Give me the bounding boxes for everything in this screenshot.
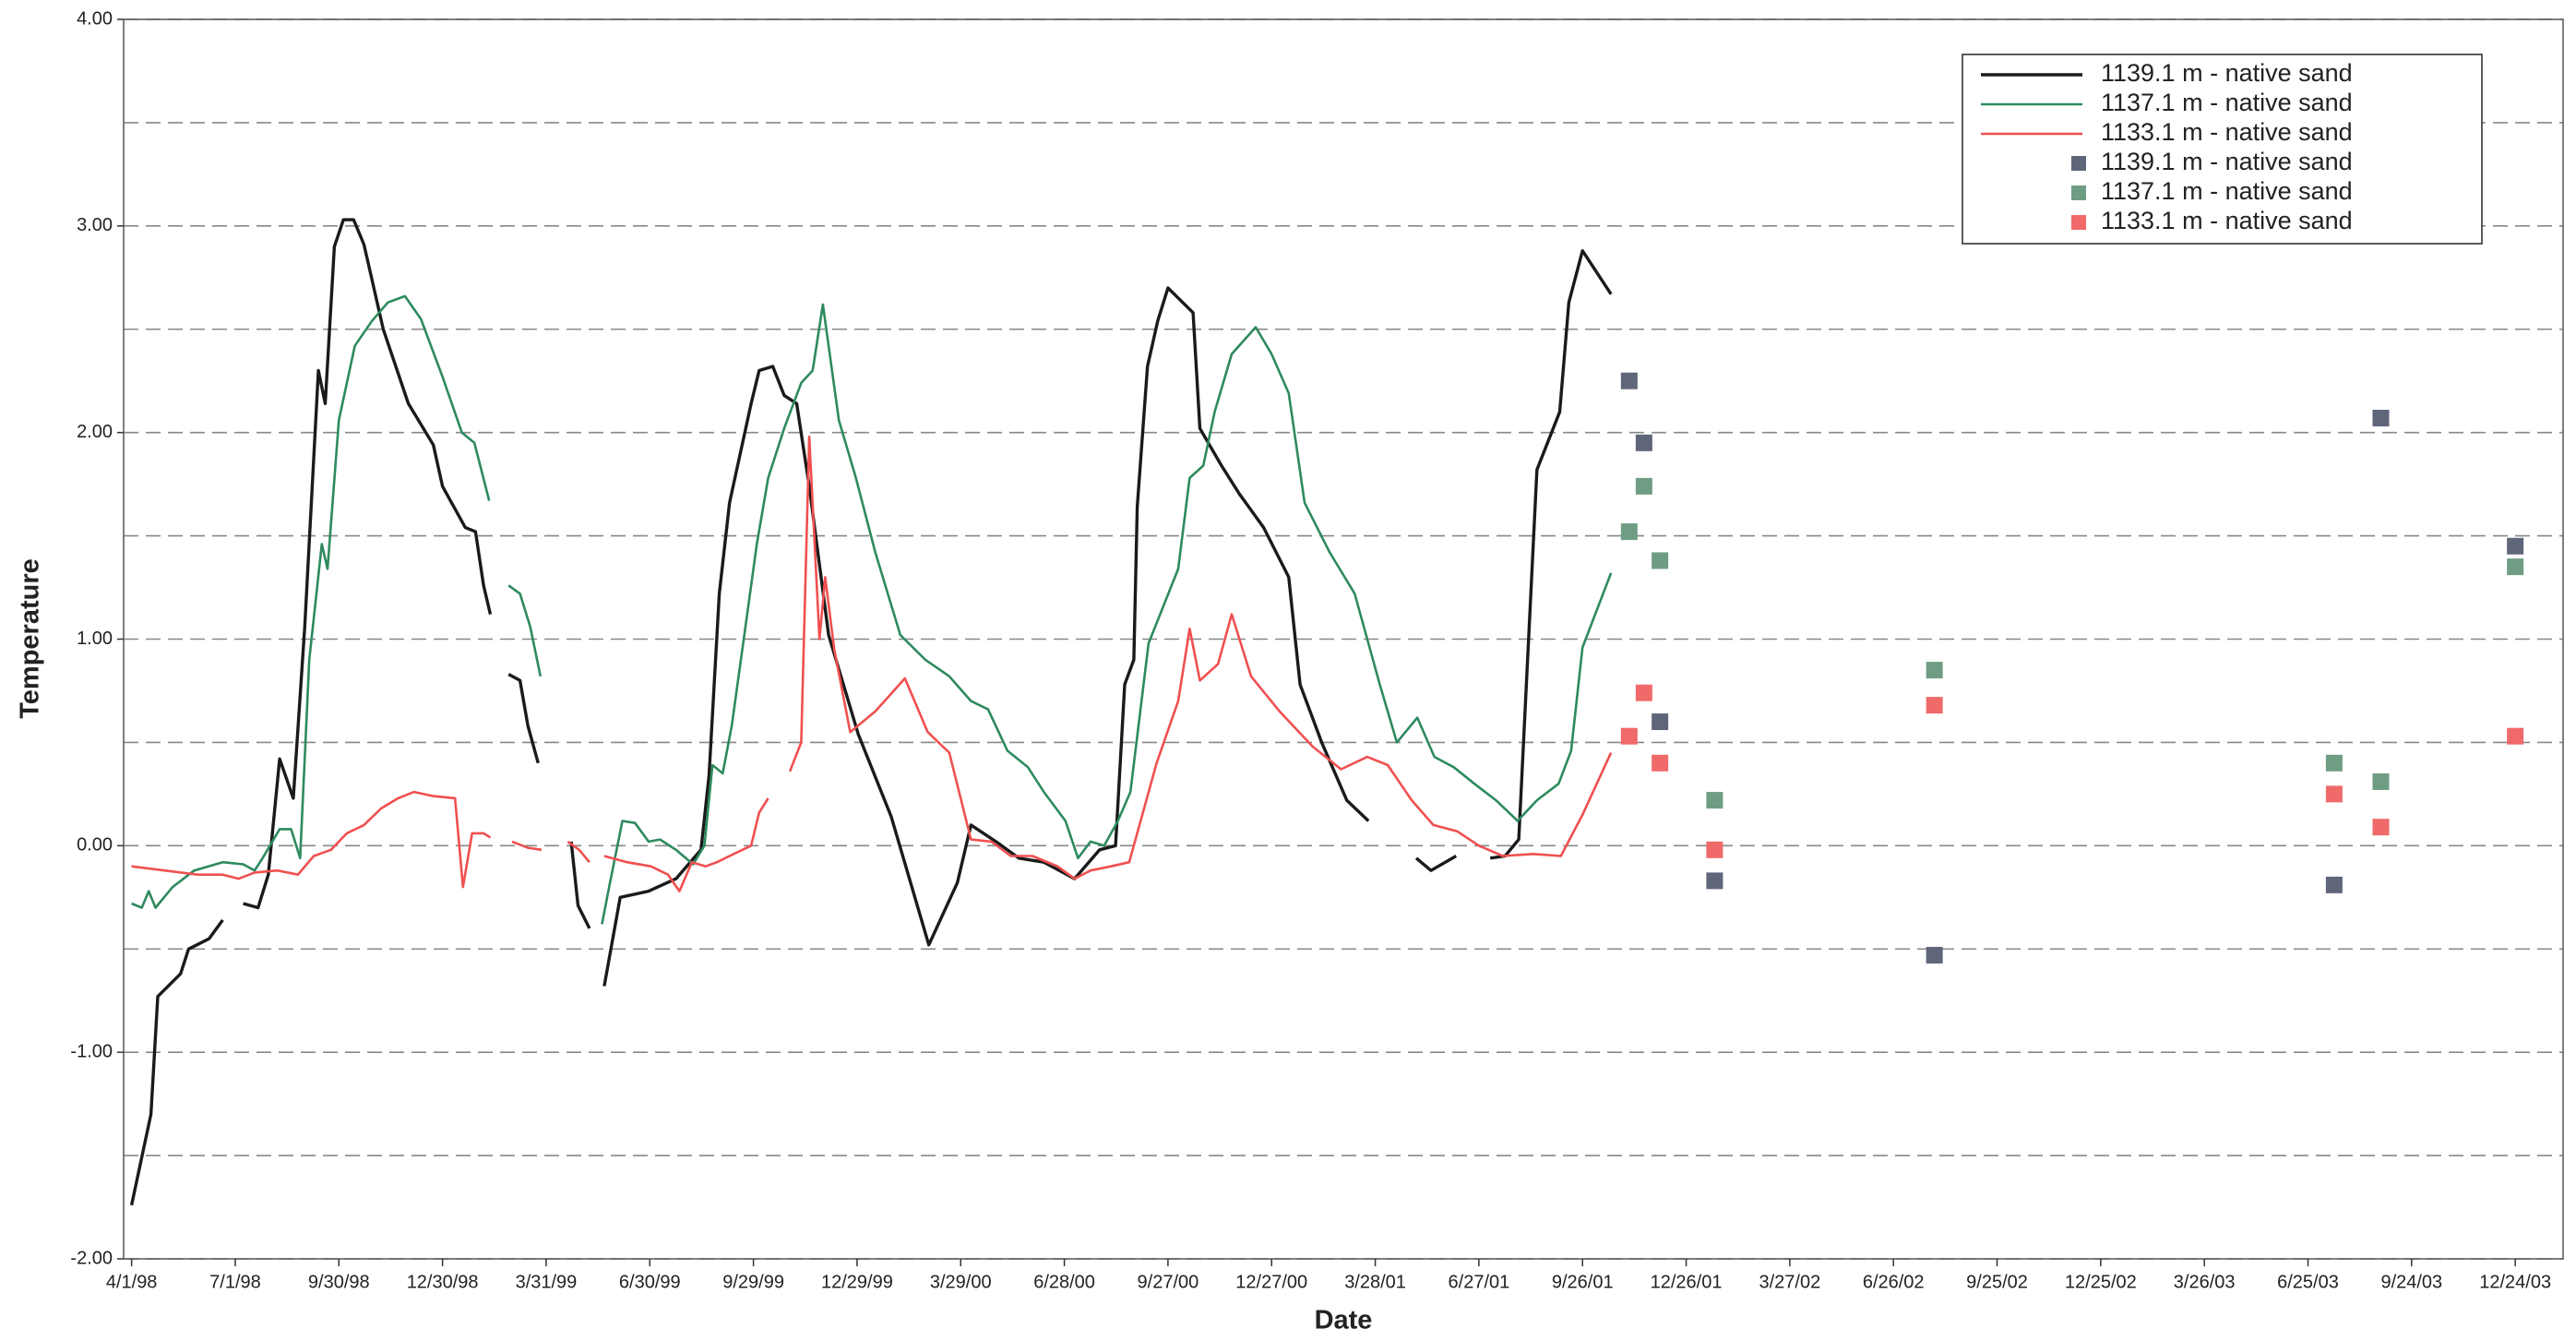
scatter-point xyxy=(1706,792,1723,809)
series-line xyxy=(603,797,769,892)
plot-frame xyxy=(123,18,2564,1260)
x-tick-label: 6/25/03 xyxy=(2277,1272,2339,1292)
legend-label: 1133.1 m - native sand xyxy=(2101,118,2353,146)
series-line xyxy=(602,286,1370,987)
x-tick-label: 9/29/99 xyxy=(722,1272,784,1292)
series-line xyxy=(566,840,590,864)
x-tick-label: 4/1/98 xyxy=(106,1272,158,1292)
x-tick-label: 6/30/99 xyxy=(619,1272,681,1292)
x-axis-title: Date xyxy=(1315,1306,1373,1335)
x-tick-label: 6/26/02 xyxy=(1863,1272,1925,1292)
x-tick-label: 12/29/99 xyxy=(821,1272,893,1292)
scatter-point xyxy=(2325,785,2343,803)
x-tick-label: 9/27/00 xyxy=(1138,1272,1199,1292)
series-line xyxy=(1489,249,1613,860)
x-tick-label: 12/24/03 xyxy=(2479,1272,2551,1292)
x-tick-label: 3/27/02 xyxy=(1759,1272,1821,1292)
x-tick-label: 7/1/98 xyxy=(209,1272,261,1292)
scatter-point xyxy=(1706,872,1723,890)
scatter-point xyxy=(1652,754,1669,772)
scatter-point xyxy=(1620,523,1638,541)
y-axis-title: Temperature xyxy=(16,558,45,719)
scatter-point xyxy=(1635,477,1652,495)
series-line xyxy=(569,841,591,929)
y-tick-label: -1.00 xyxy=(70,1041,113,1061)
x-tick-label: 9/30/98 xyxy=(308,1272,370,1292)
series-line xyxy=(507,584,543,677)
x-tick-label: 3/26/03 xyxy=(2174,1272,2236,1292)
x-tick-label: 6/28/00 xyxy=(1033,1272,1095,1292)
y-tick-label: 1.00 xyxy=(77,629,113,649)
x-tick-label: 12/25/02 xyxy=(2065,1272,2137,1292)
scatter-point xyxy=(1926,697,1943,714)
series-line xyxy=(1414,855,1458,872)
y-tick-label: 0.00 xyxy=(77,835,113,856)
y-tick-label: 2.00 xyxy=(77,422,113,442)
x-tick-label: 3/29/00 xyxy=(930,1272,992,1292)
x-tick-label: 9/24/03 xyxy=(2380,1272,2442,1292)
x-tick-label: 9/25/02 xyxy=(1966,1272,2028,1292)
scatter-point xyxy=(1706,841,1723,858)
scatter-point xyxy=(1926,662,1943,679)
legend-label: 1133.1 m - native sand xyxy=(2101,207,2353,234)
legend-swatch xyxy=(2071,215,2086,230)
legend-label: 1137.1 m - native sand xyxy=(2101,89,2353,116)
scatter-point xyxy=(1635,684,1652,701)
scatter-point xyxy=(1652,552,1669,569)
scatter-point xyxy=(1652,713,1669,731)
scatter-point xyxy=(1620,372,1638,389)
x-tick-label: 12/30/98 xyxy=(407,1272,479,1292)
scatter-point xyxy=(1635,434,1652,451)
y-tick-label: 4.00 xyxy=(77,8,113,29)
y-tick-label: 3.00 xyxy=(77,215,113,235)
scatter-point xyxy=(2325,876,2343,893)
scatter-point xyxy=(2372,772,2390,790)
scatter-point xyxy=(1926,946,1943,964)
scatter-point xyxy=(1620,727,1638,745)
series-line xyxy=(601,303,1613,925)
legend-label: 1139.1 m - native sand xyxy=(2101,148,2353,175)
series-line xyxy=(511,840,543,852)
scatter-point xyxy=(2507,558,2524,576)
legend-label: 1139.1 m - native sand xyxy=(2101,59,2353,87)
x-tick-label: 3/28/01 xyxy=(1344,1272,1406,1292)
series-line xyxy=(131,790,492,889)
x-tick-label: 3/31/99 xyxy=(516,1272,578,1292)
scatter-point xyxy=(2507,537,2524,555)
scatter-point xyxy=(2372,409,2390,426)
legend-label: 1137.1 m - native sand xyxy=(2101,177,2353,205)
series-line xyxy=(131,294,491,909)
legend-box xyxy=(1962,54,2483,245)
x-tick-label: 6/27/01 xyxy=(1449,1272,1510,1292)
series-line xyxy=(788,435,1613,880)
scatter-point xyxy=(2507,727,2524,745)
x-tick-label: 9/26/01 xyxy=(1552,1272,1614,1292)
x-tick-label: 12/26/01 xyxy=(1651,1272,1723,1292)
legend-swatch xyxy=(2071,186,2086,200)
x-tick-label: 12/27/00 xyxy=(1235,1272,1307,1292)
scatter-point xyxy=(2372,819,2390,836)
series-line xyxy=(129,918,224,1206)
y-tick-label: -2.00 xyxy=(70,1248,113,1268)
series-line xyxy=(243,218,493,910)
legend-swatch xyxy=(2071,156,2086,171)
scatter-point xyxy=(2325,754,2343,772)
series-line xyxy=(507,673,540,764)
